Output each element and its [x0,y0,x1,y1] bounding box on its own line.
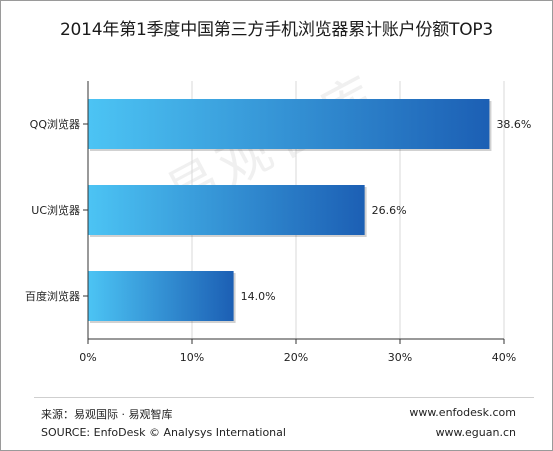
bar [88,271,234,321]
bar [88,185,365,235]
value-label: 26.6% [372,204,407,217]
site-link-eguan[interactable]: www.eguan.cn [435,426,516,439]
x-tick-label: 40% [492,351,516,364]
x-tick-label: 20% [284,351,308,364]
source-en: SOURCE: EnfoDesk © Analysys Internationa… [41,426,286,439]
category-label: 百度浏览器 [25,289,80,303]
value-label: 14.0% [241,290,276,303]
site-link-enfodesk[interactable]: www.enfodesk.com [409,406,516,419]
x-tick-label: 10% [180,351,204,364]
category-label: UC浏览器 [31,203,80,217]
bar [88,99,490,149]
chart-title: 2014年第1季度中国第三方手机浏览器累计账户份额TOP3 [59,20,494,40]
value-label: 38.6% [496,118,531,131]
category-label: QQ浏览器 [30,117,80,131]
footer-divider [34,397,534,398]
source-cn: 来源：易观国际 · 易观智库 [41,408,173,421]
x-tick-label: 30% [388,351,412,364]
x-tick-label: 0% [79,351,96,364]
